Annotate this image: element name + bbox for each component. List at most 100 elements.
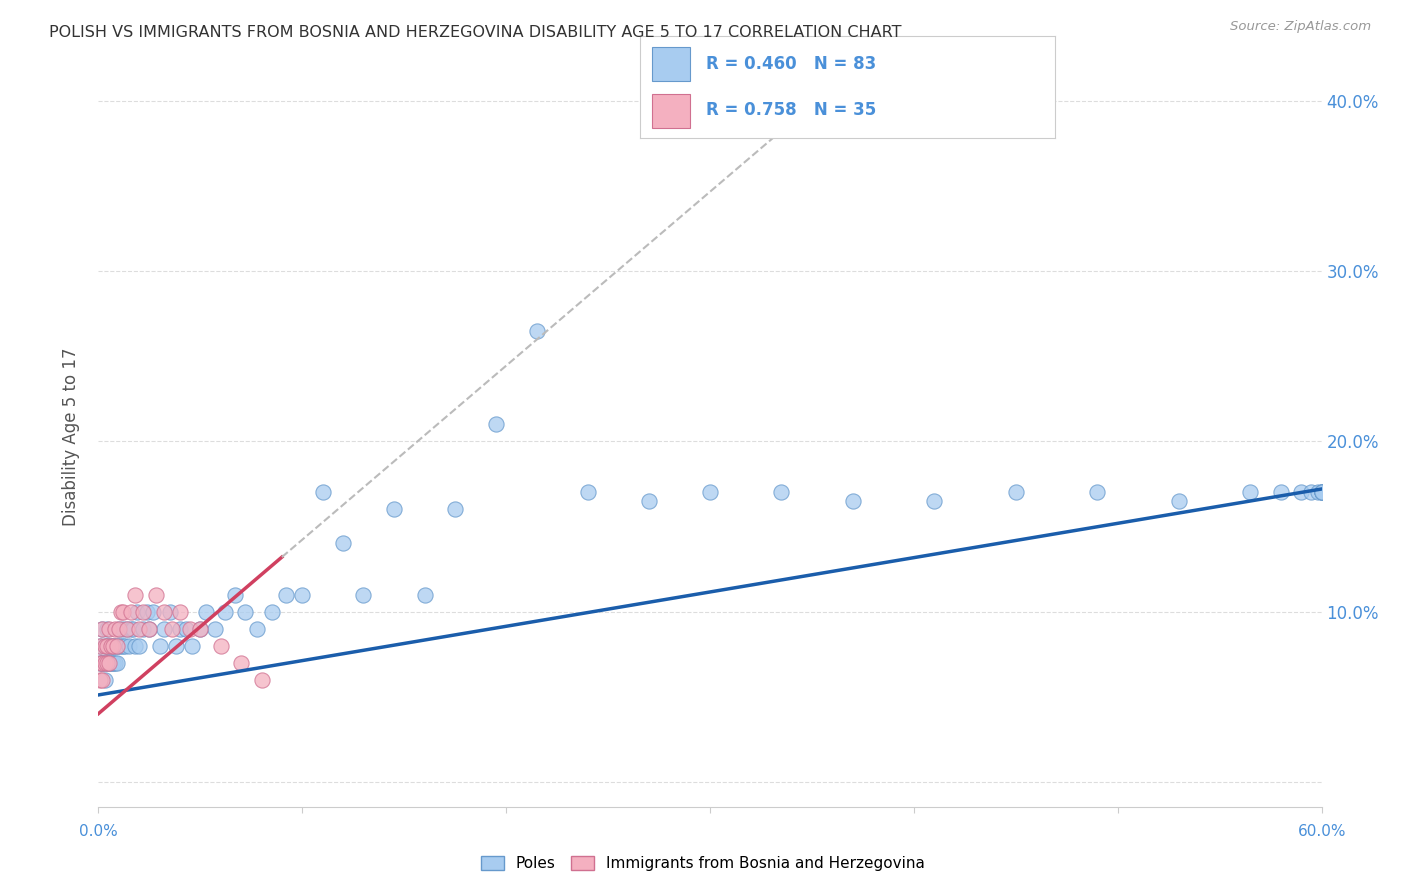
Point xyxy=(115,622,138,636)
Point xyxy=(124,639,146,653)
Point xyxy=(181,639,204,653)
Text: POLISH VS IMMIGRANTS FROM BOSNIA AND HERZEGOVINA DISABILITY AGE 5 TO 17 CORRELAT: POLISH VS IMMIGRANTS FROM BOSNIA AND HER… xyxy=(49,25,901,40)
Point xyxy=(96,656,118,670)
Point xyxy=(149,639,172,653)
Point xyxy=(922,494,945,508)
Point xyxy=(115,622,138,636)
FancyBboxPatch shape xyxy=(652,95,689,128)
Legend: Poles, Immigrants from Bosnia and Herzegovina: Poles, Immigrants from Bosnia and Herzeg… xyxy=(475,850,931,877)
Point xyxy=(122,622,145,636)
Text: 60.0%: 60.0% xyxy=(1298,824,1346,839)
Point xyxy=(101,639,124,653)
Point xyxy=(91,622,114,636)
Point xyxy=(132,605,155,619)
Point xyxy=(1306,485,1329,500)
Point xyxy=(110,639,132,653)
Point xyxy=(89,639,111,653)
Point xyxy=(291,587,314,601)
Point xyxy=(159,605,181,619)
Point xyxy=(127,605,149,619)
Point xyxy=(96,639,118,653)
FancyBboxPatch shape xyxy=(652,47,689,81)
Point xyxy=(111,622,134,636)
Point xyxy=(1310,485,1333,500)
Point xyxy=(120,605,142,619)
Point xyxy=(188,622,212,636)
Point xyxy=(136,605,159,619)
Point xyxy=(169,622,191,636)
Point xyxy=(160,622,183,636)
Point xyxy=(485,417,508,432)
Point xyxy=(96,656,118,670)
Point xyxy=(526,324,548,338)
Point xyxy=(1167,494,1189,508)
Point xyxy=(91,622,114,636)
Point xyxy=(128,639,150,653)
Point xyxy=(91,656,114,670)
Point xyxy=(108,622,131,636)
Y-axis label: Disability Age 5 to 17: Disability Age 5 to 17 xyxy=(62,348,80,526)
Point xyxy=(179,622,201,636)
Text: Source: ZipAtlas.com: Source: ZipAtlas.com xyxy=(1230,20,1371,33)
Point xyxy=(1310,485,1333,500)
Text: R = 0.758   N = 35: R = 0.758 N = 35 xyxy=(706,101,876,119)
Point xyxy=(274,587,297,601)
Point xyxy=(114,639,136,653)
Point xyxy=(841,494,863,508)
Point xyxy=(214,605,236,619)
Point xyxy=(1004,485,1026,500)
Point xyxy=(91,673,114,687)
Point xyxy=(93,639,115,653)
Point xyxy=(152,622,174,636)
Point xyxy=(770,485,793,500)
Point xyxy=(100,656,122,670)
Point xyxy=(637,494,661,508)
Point xyxy=(105,656,128,670)
Point xyxy=(93,656,115,670)
Point xyxy=(120,622,142,636)
Point xyxy=(101,656,124,670)
Point xyxy=(1239,485,1261,500)
Point xyxy=(382,502,405,516)
Point xyxy=(576,485,599,500)
Point xyxy=(100,639,122,653)
Point xyxy=(93,673,115,687)
Point xyxy=(97,639,120,653)
Point xyxy=(96,639,118,653)
Point xyxy=(204,622,226,636)
Point xyxy=(118,639,141,653)
Point xyxy=(97,656,120,670)
Point xyxy=(110,605,132,619)
Point xyxy=(108,639,131,653)
Point xyxy=(1310,485,1333,500)
Point xyxy=(233,605,256,619)
Point xyxy=(111,639,134,653)
Point xyxy=(174,622,197,636)
Text: 0.0%: 0.0% xyxy=(79,824,118,839)
Point xyxy=(209,639,232,653)
Point xyxy=(246,622,269,636)
Point xyxy=(101,656,124,670)
Point xyxy=(152,605,174,619)
Point xyxy=(138,622,160,636)
Point xyxy=(128,622,150,636)
Point xyxy=(165,639,187,653)
Point xyxy=(250,673,273,687)
Point xyxy=(91,656,114,670)
Point xyxy=(96,622,118,636)
Point xyxy=(169,605,191,619)
Point xyxy=(97,656,120,670)
Point xyxy=(145,587,167,601)
Point xyxy=(89,656,111,670)
Point xyxy=(312,485,335,500)
Point xyxy=(1291,485,1313,500)
Point xyxy=(111,605,134,619)
Point xyxy=(89,656,111,670)
Point xyxy=(104,639,127,653)
Point xyxy=(104,622,127,636)
Point xyxy=(142,605,165,619)
Point xyxy=(105,639,128,653)
Text: R = 0.460   N = 83: R = 0.460 N = 83 xyxy=(706,55,876,73)
Point xyxy=(124,587,146,601)
Point xyxy=(231,656,253,670)
